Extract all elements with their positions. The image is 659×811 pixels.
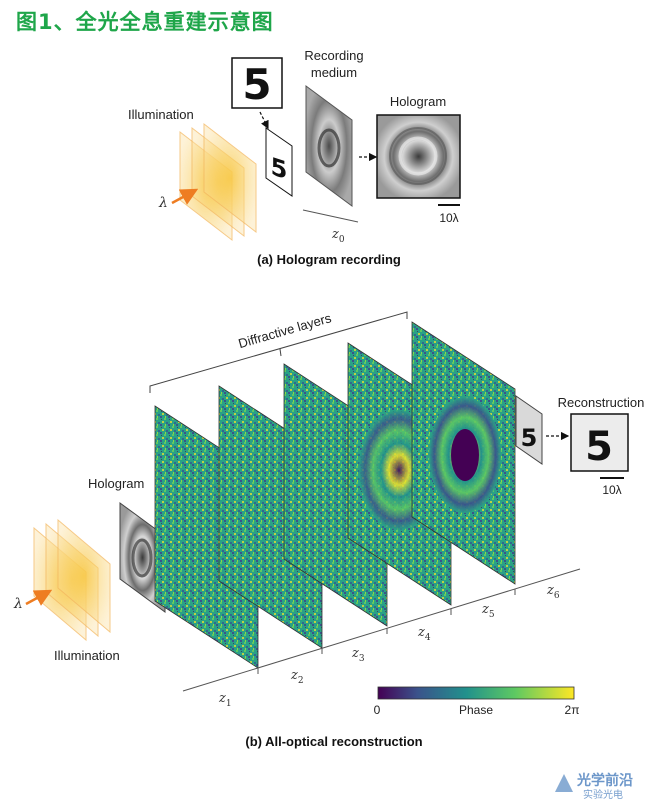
object-digit-box [231,57,283,109]
scale-bar-label-b: 10λ [602,483,621,497]
object-plane-digit: 5 [271,152,288,186]
distance-axis [182,568,581,692]
distance-label-2: z2 [290,668,304,686]
distance-ticks [257,589,516,674]
recording-medium-plane [305,85,353,207]
colorbar-min-label: 0 [374,703,381,717]
reconstruction-label: Reconstruction [558,395,645,410]
figure-title: 图1、全光全息重建示意图 [16,10,274,34]
reconstruction-box [570,413,629,472]
illumination-arrow-b [25,589,53,606]
z0-label: z0 [331,227,345,245]
lambda-label-a: λ [158,195,168,211]
caption-b: (b) All-optical reconstruction [245,734,422,749]
part-a-hologram-recording: Illumination λ 5 5 Recording medium Holo… [128,48,461,267]
object-plane [265,127,293,197]
illumination-planes-a [179,122,257,242]
distance-label-1: z1 [218,691,232,709]
hologram-ring-inner [398,136,438,176]
illumination-label-a: Illumination [128,107,194,122]
diffractive-layers-label: Diffractive layers [237,310,334,351]
diffractive-layer-5 [411,321,516,585]
distance-label-4: z4 [417,625,431,643]
reconstruction-digit: 5 [585,424,613,470]
recording-medium-label-line2: medium [311,65,357,80]
distance-label-3: z3 [351,646,365,664]
illumination-planes-b [33,518,111,642]
hologram-label-a: Hologram [390,94,446,109]
watermark-logo-icon [555,774,573,792]
recording-medium-pattern [317,128,341,168]
phase-colorbar [377,686,575,700]
hologram-label-b: Hologram [88,476,144,491]
z0-axis [302,209,359,223]
recording-medium-label-line1: Recording [304,48,363,63]
colorbar-title: Phase [459,703,493,717]
scale-bar-label-a: 10λ [439,211,458,225]
distance-label-6: z6 [546,583,560,601]
illumination-arrow-a [171,188,199,205]
watermark: 光学前沿 实验光电 [553,768,653,802]
distance-label-5: z5 [481,602,495,620]
watermark-line2: 实验光电 [583,790,623,801]
object-digit: 5 [242,60,271,109]
brace-tick [279,348,282,357]
output-plane-digit: 5 [521,424,538,452]
illumination-label-b: Illumination [54,648,120,663]
hologram-plane-pattern [131,538,153,578]
watermark-line1: 光学前沿 [577,772,633,788]
lambda-label-b: λ [13,596,23,612]
hologram-plane-b [119,502,166,613]
colorbar-max-label: 2π [565,703,580,717]
diffractive-layers-brace [149,311,408,393]
caption-a: (a) Hologram recording [257,252,401,267]
output-plane [515,395,543,465]
part-b-reconstruction: Diffractive layers λ Illumination Hologr… [13,310,644,749]
object-arrow [259,111,269,130]
hologram-ring [389,127,447,185]
